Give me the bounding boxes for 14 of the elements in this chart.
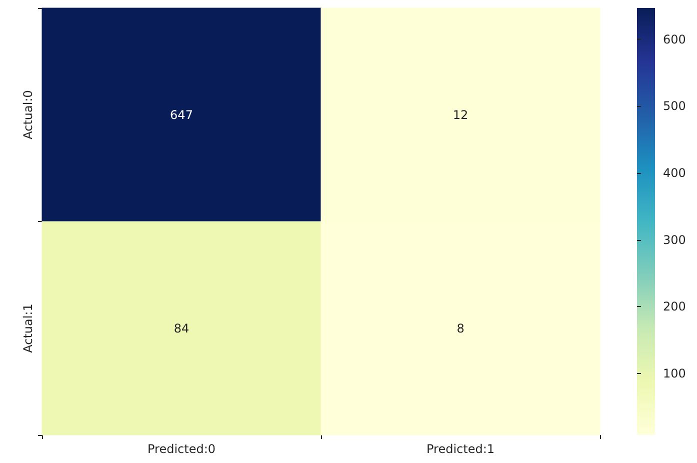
x-tick-label: Predicted:0: [147, 442, 216, 456]
data-label: 84: [174, 321, 190, 336]
color-bar-label: 200: [663, 300, 686, 314]
color-bar-label: 300: [663, 232, 686, 247]
color-bar-label: 600: [663, 32, 686, 46]
y-tick-label: Actual:0: [21, 90, 35, 140]
color-bar-label: 100: [663, 366, 686, 381]
data-label: 12: [452, 108, 468, 122]
color-bar-label: 400: [663, 166, 686, 180]
y-tick-label: Actual:1: [21, 304, 35, 353]
x-tick-label: Predicted:1: [426, 442, 495, 456]
data-label: 8: [456, 321, 464, 336]
data-label: 647: [170, 108, 193, 122]
color-bar-label: 500: [663, 99, 686, 114]
